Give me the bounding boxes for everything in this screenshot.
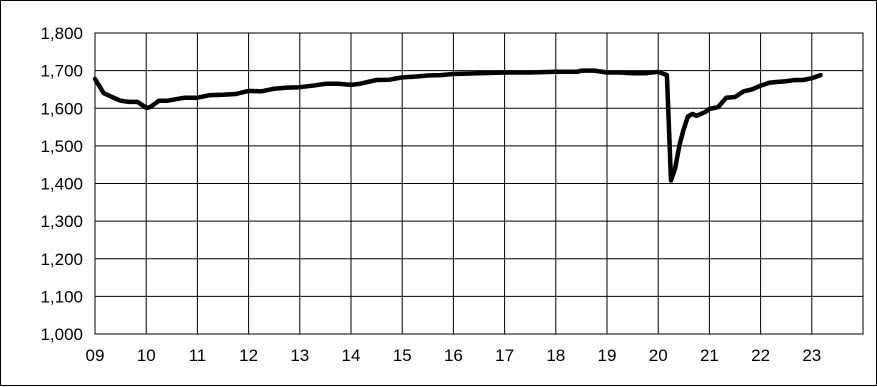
plot-area-border [94, 32, 864, 335]
y-tick-label: 1,700 [40, 62, 83, 81]
x-tick-label: 12 [239, 346, 258, 365]
x-tick-label: 23 [802, 346, 821, 365]
x-tick-label: 09 [86, 346, 105, 365]
y-tick-label: 1,600 [40, 99, 83, 118]
x-tick-label: 15 [393, 346, 412, 365]
x-tick-label: 11 [189, 346, 207, 365]
y-tick-label: 1,400 [40, 175, 83, 194]
x-tick-label: 18 [546, 346, 565, 365]
x-tick-label: 10 [137, 346, 156, 365]
y-tick-label: 1,100 [40, 287, 83, 306]
y-tick-label: 1,800 [40, 24, 83, 43]
y-tick-label: 1,500 [40, 137, 83, 156]
x-tick-label: 19 [598, 346, 617, 365]
x-tick-label: 14 [342, 346, 361, 365]
x-tick-label: 17 [495, 346, 514, 365]
y-tick-label: 1,300 [40, 212, 83, 231]
x-tick-label: 16 [444, 346, 463, 365]
y-tick-label: 1,200 [40, 250, 83, 269]
series-line [92, 68, 823, 183]
x-tick-label: 20 [649, 346, 668, 365]
y-tick-label: 1,000 [40, 325, 83, 344]
x-tick-label: 21 [700, 346, 719, 365]
grid [94, 32, 863, 335]
x-axis-tick-labels: 09 10 11 12 13 14 15 16 17 18 19 20 21 22 23 [86, 346, 822, 365]
x-tick-label: 22 [751, 346, 770, 365]
y-axis-tick-labels: 1,000 1,100 1,200 1,300 1,400 1,500 1,600 1,700… [40, 24, 83, 344]
x-tick-label: 13 [290, 346, 309, 365]
